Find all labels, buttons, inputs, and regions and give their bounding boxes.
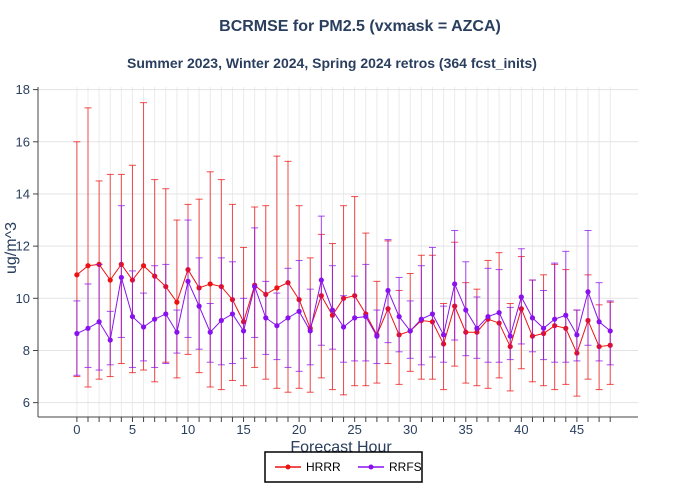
rrfs-point xyxy=(263,315,269,321)
rrfs-point xyxy=(274,323,280,329)
y-tick-label: 6 xyxy=(23,395,30,410)
rrfs-point xyxy=(574,332,580,338)
rrfs-point xyxy=(485,313,491,320)
rrfs-point xyxy=(174,329,180,335)
x-tick-label: 35 xyxy=(459,422,473,437)
rrfs-point xyxy=(518,294,524,300)
legend-rrfs-marker xyxy=(368,464,374,470)
hrrr-point xyxy=(140,263,147,269)
series-rrfs xyxy=(73,205,614,376)
grid-layer xyxy=(38,87,638,417)
rrfs-point xyxy=(585,289,591,295)
rrfs-point xyxy=(129,313,136,320)
rrfs-point xyxy=(496,310,502,316)
x-tick-label: 0 xyxy=(73,422,80,437)
x-tick-label: 40 xyxy=(514,422,528,437)
rrfs-point xyxy=(429,311,436,317)
rrfs-point xyxy=(296,308,302,314)
y-tick-label: 18 xyxy=(16,82,30,97)
rrfs-point xyxy=(318,277,324,283)
rrfs-point xyxy=(140,324,147,330)
rrfs-point xyxy=(407,328,413,334)
hrrr-point xyxy=(107,277,113,283)
rrfs-point xyxy=(563,312,569,318)
hrrr-point xyxy=(85,263,91,269)
hrrr-point xyxy=(74,272,80,278)
rrfs-point xyxy=(540,325,547,331)
x-tick-label: 10 xyxy=(181,422,195,437)
rrfs-point xyxy=(396,313,402,320)
hrrr-point xyxy=(274,285,280,291)
x-tick-label: 45 xyxy=(570,422,584,437)
rrfs-point xyxy=(329,307,336,313)
rrfs-point xyxy=(196,303,202,309)
rrfs-point xyxy=(240,328,247,334)
rrfs-point xyxy=(118,274,124,281)
x-tick-label: 15 xyxy=(236,422,250,437)
rrfs-point xyxy=(96,319,102,325)
rrfs-point xyxy=(607,328,613,334)
hrrr-point xyxy=(174,299,180,305)
rrfs-point xyxy=(352,315,358,321)
x-tick-label: 30 xyxy=(403,422,417,437)
rrfs-point xyxy=(596,319,602,325)
chart-subtitle: Summer 2023, Winter 2024, Spring 2024 re… xyxy=(127,55,537,71)
y-tick-label: 14 xyxy=(16,186,30,201)
rrfs-point xyxy=(107,337,113,343)
rrfs-point xyxy=(385,287,391,294)
rrfs-point xyxy=(507,333,513,339)
rrfs-point xyxy=(418,316,424,322)
rrfs-point xyxy=(218,317,224,324)
rrfs-point xyxy=(307,328,313,334)
rrfs-point xyxy=(85,325,91,331)
rrfs-point xyxy=(463,307,469,313)
legend-hrrr-marker xyxy=(285,464,291,470)
rrfs-point xyxy=(252,283,258,290)
rrfs-point xyxy=(163,311,169,317)
y-tick-label: 8 xyxy=(23,343,30,358)
y-tick-label: 12 xyxy=(16,239,30,254)
x-tick-label: 25 xyxy=(347,422,361,437)
chart-title: BCRMSE for PM2.5 (vxmask = AZCA) xyxy=(219,18,501,35)
legend-hrrr-label: HRRR xyxy=(306,460,341,474)
rrfs-point xyxy=(285,315,291,321)
x-tick-label: 5 xyxy=(129,422,136,437)
hrrr-point xyxy=(207,281,213,287)
series-layer xyxy=(73,102,614,397)
rrfs-point xyxy=(340,324,347,330)
rrfs-point xyxy=(452,281,458,287)
rrfs-point xyxy=(152,316,158,322)
legend: HRRR RRFS xyxy=(264,451,423,483)
rrfs-point xyxy=(363,313,369,320)
rrfs-point xyxy=(207,329,213,335)
rrfs-point xyxy=(529,315,536,321)
rrfs-point xyxy=(74,330,80,337)
legend-rrfs-label: RRFS xyxy=(389,460,422,474)
y-tick-label: 10 xyxy=(16,291,30,306)
y-tick-label: 16 xyxy=(16,134,30,149)
y-axis-title: ug/m^3 xyxy=(3,222,20,274)
rrfs-point xyxy=(374,333,380,339)
rrfs-point xyxy=(440,332,447,338)
rrfs-point xyxy=(185,278,191,284)
x-tick-label: 20 xyxy=(292,422,306,437)
rrfs-point xyxy=(229,311,236,317)
rrfs-point xyxy=(552,316,558,322)
rrfs-point xyxy=(474,325,480,331)
axis-layer: 6 8 10 12 14 16 18 0 5 10 15 20 25 30 35 40 45 xyxy=(16,82,638,437)
